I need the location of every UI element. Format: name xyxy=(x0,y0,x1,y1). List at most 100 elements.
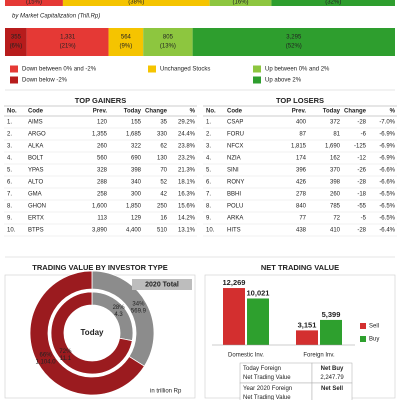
cell: 278 xyxy=(296,192,307,198)
slice-percent: 28% xyxy=(113,305,126,311)
cell: -5 xyxy=(361,216,367,222)
cell: 3. xyxy=(206,144,211,150)
cell: 15.6% xyxy=(178,204,196,210)
slice-percent: 34% xyxy=(132,302,145,308)
cell: 1,685 xyxy=(126,132,142,138)
legend-label: Sell xyxy=(369,324,379,330)
legend-swatch xyxy=(360,323,366,329)
cell: 2. xyxy=(206,132,211,138)
cell: RONY xyxy=(227,180,244,186)
cell: -6.4% xyxy=(379,228,395,234)
column-header: % xyxy=(390,109,396,115)
cell: -6.5% xyxy=(379,192,395,198)
column-header: Prev. xyxy=(93,109,108,115)
bar-label: 5,399 xyxy=(322,310,341,319)
cell: 8. xyxy=(206,204,211,210)
cell: 260 xyxy=(97,144,108,150)
status: Net Sell xyxy=(321,386,343,392)
cell: GHON xyxy=(28,204,46,210)
cell: AIMS xyxy=(28,120,43,126)
caption: by Market Capitalization (Trill.Rp) xyxy=(12,14,100,20)
cell: 129 xyxy=(131,216,142,222)
donut-slice xyxy=(29,270,145,396)
cell: GMA xyxy=(28,192,42,198)
cell: 438 xyxy=(296,228,307,234)
donut-slice xyxy=(50,291,133,375)
column-header: Today xyxy=(124,109,142,115)
legend-swatch xyxy=(253,76,261,84)
cell: 6. xyxy=(7,180,12,186)
legend-label: Down between 0% and -2% xyxy=(22,67,97,73)
cell: 398 xyxy=(330,180,341,186)
cell: 13.1% xyxy=(178,228,196,234)
cell: -28 xyxy=(357,228,366,234)
cell: 9. xyxy=(7,216,12,222)
cell: 396 xyxy=(296,168,307,174)
cell: 426 xyxy=(296,180,307,186)
category-label: Foreign Inv. xyxy=(303,353,335,359)
cell: -6 xyxy=(361,132,367,138)
cell: 340 xyxy=(131,180,142,186)
bar xyxy=(247,298,269,345)
cell: -6.9% xyxy=(379,156,395,162)
cell: BBHI xyxy=(227,192,241,198)
cell: 4. xyxy=(206,156,211,162)
cell: 398 xyxy=(131,168,142,174)
column-header: Code xyxy=(227,109,243,115)
cell: 10. xyxy=(206,228,215,234)
bar-label: 12,269 xyxy=(223,278,246,287)
cell: 42 xyxy=(160,192,167,198)
column-header: % xyxy=(190,109,196,115)
cell: 370 xyxy=(330,168,341,174)
cell: 258 xyxy=(97,192,108,198)
cell: NFCX xyxy=(227,144,243,150)
bar-label: 10,021 xyxy=(247,288,270,297)
cell: ARGO xyxy=(28,132,46,138)
column-header: Change xyxy=(145,109,168,115)
cell: 690 xyxy=(131,156,142,162)
cell: -55 xyxy=(357,204,366,210)
cell: -6.6% xyxy=(379,180,395,186)
cell: HITS xyxy=(227,228,241,234)
cap-value: 805 xyxy=(163,35,174,41)
cell: 6. xyxy=(206,180,211,186)
bar xyxy=(320,319,342,345)
cell: 1. xyxy=(7,120,12,126)
cell: BTPS xyxy=(28,228,44,234)
cell: 155 xyxy=(131,120,142,126)
cell: 1. xyxy=(206,120,211,126)
cell: 162 xyxy=(330,156,341,162)
legend-swatch xyxy=(360,336,366,342)
cell: 5. xyxy=(206,168,211,174)
legend-label: Up between 0% and 2% xyxy=(265,67,330,73)
cell: 322 xyxy=(131,144,142,150)
cell: 23.2% xyxy=(178,156,196,162)
center-label: Today xyxy=(81,328,105,337)
bar xyxy=(296,330,318,345)
strip-segment xyxy=(209,0,272,6)
cell: 23.8% xyxy=(178,144,196,150)
cell: -26 xyxy=(357,168,366,174)
cell: 2. xyxy=(7,132,12,138)
donut-center xyxy=(66,307,118,359)
cell: -28 xyxy=(357,120,366,126)
cell-box xyxy=(311,382,353,400)
cap-segment xyxy=(26,28,109,56)
cell: 9. xyxy=(206,216,211,222)
cap-share: (9%) xyxy=(120,44,133,50)
cell: 7. xyxy=(7,192,12,198)
cell: -6.9% xyxy=(379,132,395,138)
cap-value: 1,331 xyxy=(60,35,76,41)
panel-title: TRADING VALUE BY INVESTOR TYPE xyxy=(32,263,167,272)
cell: 87 xyxy=(299,132,306,138)
column-header: No. xyxy=(7,109,17,115)
cell: 4. xyxy=(7,156,12,162)
cell: 250 xyxy=(157,204,168,210)
cell: NZIA xyxy=(227,156,241,162)
cell: -6.5% xyxy=(379,216,395,222)
cell: 7. xyxy=(206,192,211,198)
legend-label: Unchanged Stocks xyxy=(160,67,210,73)
cell: SINI xyxy=(227,168,239,174)
cell: ERTX xyxy=(28,216,44,222)
cap-segment xyxy=(192,28,395,56)
